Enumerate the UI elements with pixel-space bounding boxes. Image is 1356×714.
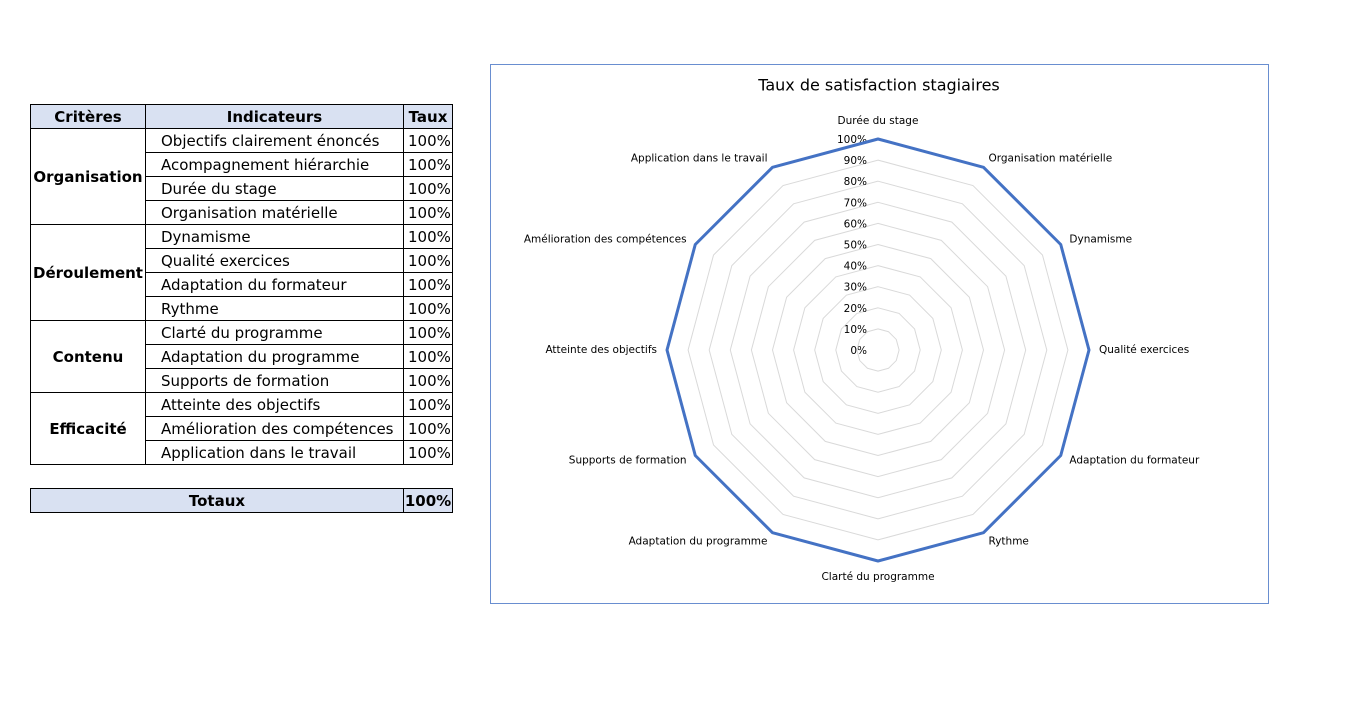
indicator-cell: Dynamisme bbox=[145, 224, 404, 249]
score-table: Critères Indicateurs Taux Organisation Objec… bbox=[30, 104, 453, 465]
rate-cell: 100% bbox=[403, 248, 453, 273]
r-tick-label: 60% bbox=[844, 218, 867, 230]
table-row: Durée du stage 100% bbox=[31, 176, 453, 201]
r-tick-label: 40% bbox=[844, 261, 867, 273]
category-label: Organisation matérielle bbox=[989, 153, 1113, 165]
grid-ring bbox=[750, 222, 1006, 478]
group-cell: Déroulement bbox=[30, 224, 146, 321]
header-row: Critères Indicateurs Taux bbox=[30, 104, 453, 129]
category-label: Supports de formation bbox=[569, 455, 687, 467]
r-tick-label: 50% bbox=[844, 240, 867, 252]
table-row: Rythme 100% bbox=[31, 296, 453, 321]
totals-row: Totaux 100% bbox=[30, 488, 453, 513]
rate-cell: 100% bbox=[403, 224, 453, 249]
grid-ring bbox=[687, 159, 1069, 541]
rate-cell: 100% bbox=[403, 128, 453, 153]
group-cell: Organisation bbox=[30, 128, 146, 225]
indicator-cell: Application dans le travail bbox=[145, 440, 404, 465]
grid-ring bbox=[856, 328, 900, 372]
rate-cell: 100% bbox=[403, 200, 453, 225]
rate-cell: 100% bbox=[403, 416, 453, 441]
indicator-cell: Qualité exercices bbox=[145, 248, 404, 273]
category-label: Rythme bbox=[989, 535, 1029, 547]
totals-label: Totaux bbox=[30, 488, 404, 513]
indicator-cell: Organisation matérielle bbox=[145, 200, 404, 225]
table-row: Déroulement Dynamisme 100% bbox=[30, 224, 453, 321]
table-row: Adaptation du programme 100% bbox=[31, 344, 453, 369]
rate-cell: 100% bbox=[403, 176, 453, 201]
r-tick-label: 20% bbox=[844, 303, 867, 315]
group-cell: Contenu bbox=[30, 320, 146, 393]
rate-cell: 100% bbox=[403, 344, 453, 369]
r-tick-label: 80% bbox=[844, 176, 867, 188]
indicator-cell: Atteinte des objectifs bbox=[145, 392, 404, 417]
table-row: Organisation Objectifs clairement énoncés… bbox=[30, 128, 453, 225]
header-cell: Critères bbox=[30, 104, 146, 129]
category-label: Application dans le travail bbox=[631, 153, 768, 165]
category-label: Adaptation du programme bbox=[629, 535, 768, 547]
category-label: Clarté du programme bbox=[821, 571, 934, 583]
r-tick-label: 0% bbox=[850, 345, 867, 357]
indicator-cell: Durée du stage bbox=[145, 176, 404, 201]
totals-table: Totaux 100% bbox=[30, 488, 453, 513]
category-label: Qualité exercices bbox=[1099, 344, 1189, 356]
table-row: Qualité exercices 100% bbox=[31, 248, 453, 273]
indicator-cell: Supports de formation bbox=[145, 368, 404, 393]
table-row: Contenu Clarté du programme 100% bbox=[30, 320, 453, 393]
chart-frame bbox=[490, 64, 1269, 604]
totals-value: 100% bbox=[403, 488, 453, 513]
grid-ring bbox=[771, 243, 985, 457]
category-label: Atteinte des objectifs bbox=[545, 344, 657, 356]
rate-cell: 100% bbox=[403, 368, 453, 393]
rate-cell: 100% bbox=[403, 440, 453, 465]
chart-title: Taux de satisfaction stagiaires bbox=[757, 76, 1000, 95]
r-tick-label: 10% bbox=[844, 324, 867, 336]
grid-ring bbox=[729, 201, 1027, 499]
table-row: Application dans le travail 100% bbox=[31, 440, 453, 465]
data-line bbox=[665, 137, 1091, 563]
grid-ring bbox=[708, 180, 1048, 520]
category-label: Durée du stage bbox=[838, 115, 919, 127]
category-label: Adaptation du formateur bbox=[1069, 455, 1200, 467]
r-tick-label: 90% bbox=[844, 155, 867, 167]
grid-ring bbox=[793, 265, 963, 435]
indicator-cell: Objectifs clairement énoncés bbox=[145, 128, 404, 153]
grid-ring bbox=[835, 307, 921, 393]
r-tick-label: 70% bbox=[844, 197, 867, 209]
rate-cell: 100% bbox=[403, 296, 453, 321]
rate-cell: 100% bbox=[403, 152, 453, 177]
table-row: Supports de formation 100% bbox=[31, 368, 453, 393]
grid-ring bbox=[814, 286, 942, 414]
category-label: Dynamisme bbox=[1069, 234, 1132, 246]
r-tick-label: 30% bbox=[844, 282, 867, 294]
rate-cell: 100% bbox=[403, 272, 453, 297]
category-label: Amélioration des compétences bbox=[524, 234, 687, 246]
table-row: Organisation matérielle 100% bbox=[31, 200, 453, 225]
